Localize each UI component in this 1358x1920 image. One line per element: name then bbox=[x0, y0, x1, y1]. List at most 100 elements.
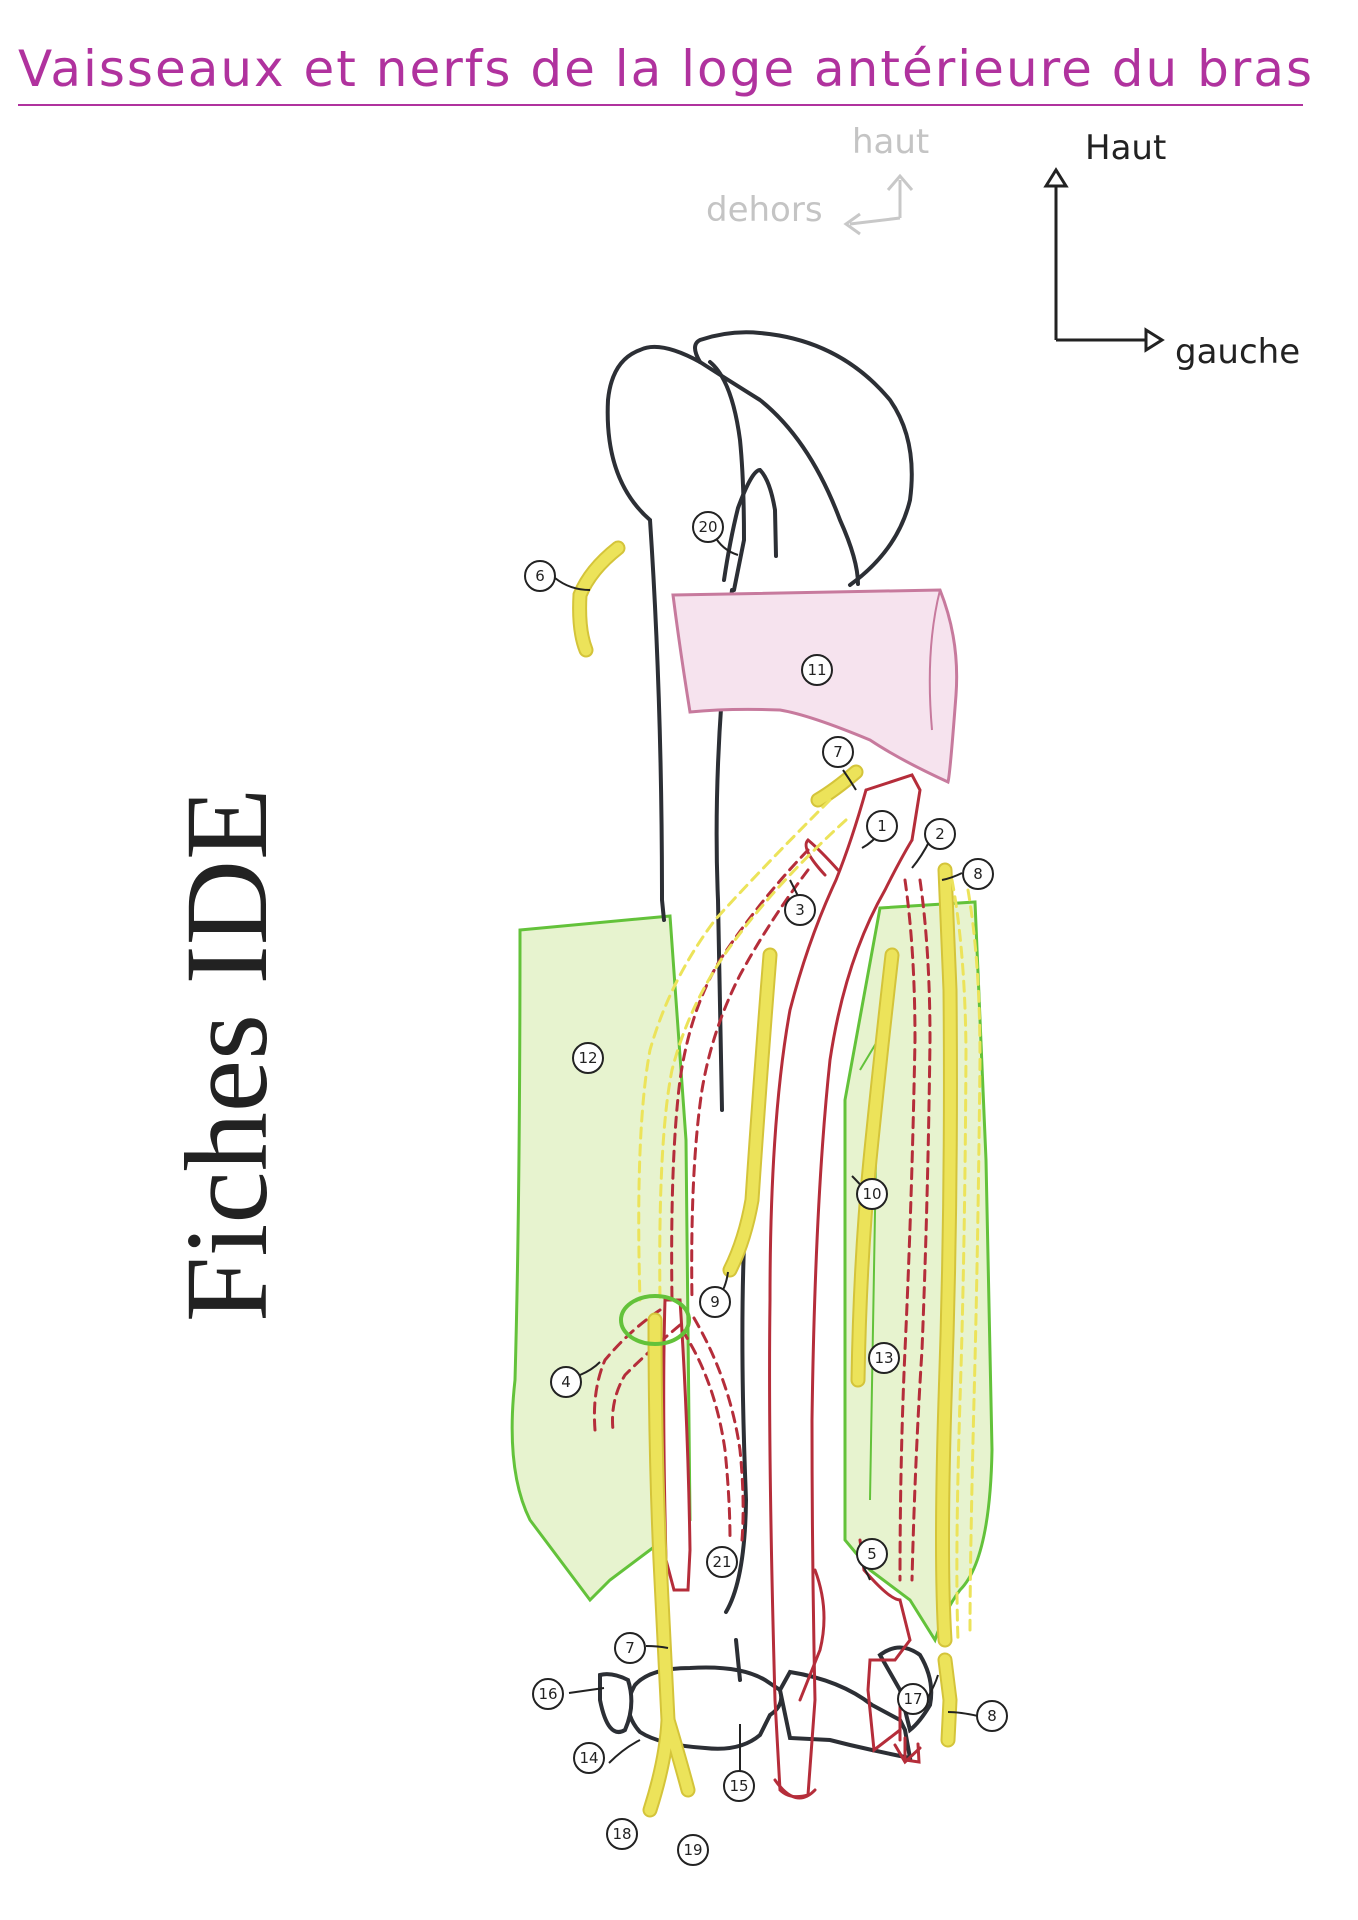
label-8a: 8 bbox=[962, 858, 994, 890]
label-number: 3 bbox=[795, 901, 805, 919]
tendon-11 bbox=[671, 588, 959, 785]
label-10: 10 bbox=[856, 1178, 888, 1210]
label-21: 21 bbox=[706, 1546, 738, 1578]
nerve-10 bbox=[852, 949, 898, 1386]
deep-artery-4-b bbox=[611, 1323, 682, 1432]
label-circle bbox=[784, 894, 816, 926]
label-number: 5 bbox=[867, 1545, 877, 1563]
deep-nerve-a bbox=[637, 798, 832, 1302]
nerve-7-top bbox=[812, 766, 862, 806]
label-number: 1 bbox=[877, 817, 887, 835]
bone-17 bbox=[777, 1669, 913, 1761]
deep-arteries bbox=[592, 848, 932, 1582]
label-number: 12 bbox=[578, 1049, 597, 1067]
label-circle bbox=[572, 1042, 604, 1074]
label-8b: 8 bbox=[976, 1700, 1008, 1732]
label-number: 8 bbox=[987, 1707, 997, 1725]
nerve-7-bottom bbox=[644, 1314, 674, 1816]
humerus-bone bbox=[605, 330, 914, 1614]
label-14: 14 bbox=[573, 1742, 605, 1774]
label-number: 7 bbox=[833, 743, 843, 761]
muscles bbox=[510, 900, 994, 1644]
leader-6 bbox=[554, 577, 591, 591]
label-circle bbox=[801, 654, 833, 686]
label-circle bbox=[573, 1742, 605, 1774]
label-number: 8 bbox=[973, 865, 983, 883]
humerus-lateral-outline bbox=[605, 344, 702, 922]
faint-side-arrowhead-icon bbox=[843, 212, 861, 236]
label-circle bbox=[976, 1700, 1008, 1732]
label-20: 20 bbox=[692, 511, 724, 543]
humerus-neck-outline bbox=[708, 360, 747, 592]
artery-lateral-4 bbox=[662, 1298, 692, 1592]
label-circle bbox=[856, 1178, 888, 1210]
label-number: 2 bbox=[935, 825, 945, 843]
nerve-8 bbox=[937, 864, 956, 1646]
artery-branch-2 bbox=[864, 773, 922, 842]
artery-bifurcation bbox=[798, 1568, 826, 1702]
label-7a: 7 bbox=[822, 736, 854, 768]
label-circle bbox=[856, 1538, 888, 1570]
side-arrowhead-icon bbox=[1144, 327, 1165, 353]
label-6: 6 bbox=[524, 560, 556, 592]
leader-7a bbox=[842, 769, 857, 791]
humerus-distal-outline bbox=[724, 1243, 749, 1614]
label-18: 18 bbox=[606, 1818, 638, 1850]
label-number: 10 bbox=[862, 1185, 881, 1203]
leader-2 bbox=[911, 839, 931, 869]
deep-artery-4-a bbox=[592, 1308, 662, 1432]
leader-14 bbox=[608, 1739, 641, 1764]
fibrous-ring bbox=[619, 1294, 691, 1346]
label-13: 13 bbox=[868, 1342, 900, 1374]
elbow-bones bbox=[598, 1638, 934, 1761]
label-circle bbox=[677, 1834, 709, 1866]
label-number: 18 bbox=[612, 1825, 631, 1843]
humerus-medial-upper-outline bbox=[698, 360, 860, 586]
label-circle bbox=[524, 560, 556, 592]
label-circle bbox=[897, 1683, 929, 1715]
label-3: 3 bbox=[784, 894, 816, 926]
label-number: 21 bbox=[712, 1553, 731, 1571]
tendon-11-edge bbox=[928, 589, 941, 731]
label-number: 14 bbox=[579, 1749, 598, 1767]
up-label: Haut bbox=[1085, 128, 1167, 168]
up-arrowhead-icon bbox=[1043, 167, 1069, 188]
artery-17-end bbox=[903, 1736, 921, 1764]
label-circle bbox=[924, 818, 956, 850]
label-16: 16 bbox=[532, 1678, 564, 1710]
artery-branch-3 bbox=[804, 837, 840, 877]
label-circle bbox=[692, 511, 724, 543]
label-number: 6 bbox=[535, 567, 545, 585]
label-circle bbox=[706, 1546, 738, 1578]
deep-artery-21-a bbox=[680, 1328, 732, 1542]
label-number: 20 bbox=[698, 518, 717, 536]
humeral-head-outline bbox=[693, 330, 914, 587]
label-number: 15 bbox=[729, 1777, 748, 1795]
label-number: 17 bbox=[903, 1690, 922, 1708]
label-circle bbox=[868, 1342, 900, 1374]
label-number: 4 bbox=[561, 1373, 571, 1391]
leader-4 bbox=[579, 1361, 601, 1376]
label-circle bbox=[822, 736, 854, 768]
label-circle bbox=[550, 1366, 582, 1398]
label-circle bbox=[723, 1770, 755, 1802]
label-number: 16 bbox=[538, 1685, 557, 1703]
label-5: 5 bbox=[856, 1538, 888, 1570]
label-15: 15 bbox=[723, 1770, 755, 1802]
label-11: 11 bbox=[801, 654, 833, 686]
label-17: 17 bbox=[897, 1683, 929, 1715]
label-7b: 7 bbox=[614, 1632, 646, 1664]
label-12: 12 bbox=[572, 1042, 604, 1074]
deep-artery-3-a bbox=[670, 848, 810, 1302]
nerves bbox=[572, 540, 982, 1818]
bone-15 bbox=[626, 1665, 784, 1751]
label-number: 13 bbox=[874, 1349, 893, 1367]
deep-nerve-8-b bbox=[966, 888, 982, 1632]
bone-shaft-line bbox=[734, 1638, 742, 1682]
label-circle bbox=[962, 858, 994, 890]
groove-20-outline bbox=[722, 467, 778, 582]
title-underline bbox=[18, 104, 1303, 106]
deep-artery-2-a bbox=[898, 878, 917, 1582]
